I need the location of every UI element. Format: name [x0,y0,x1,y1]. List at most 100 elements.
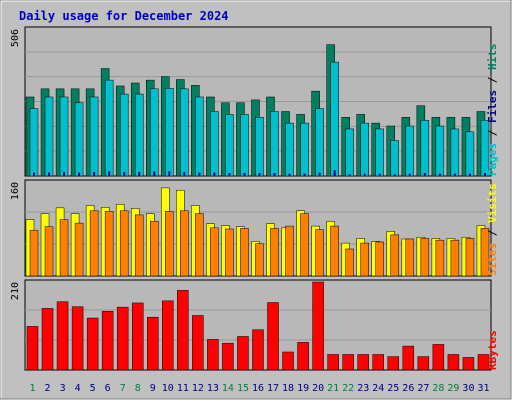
bar-files-day-25 [390,140,400,177]
bar-pages-day-16 [258,173,261,176]
bar-pages-day-22 [348,174,351,176]
bar-pages-day-19 [303,173,306,176]
bar-sites-day-1 [29,229,39,277]
day-label-21: 21 [327,383,339,394]
day-label-3: 3 [60,383,66,394]
bar-sites-day-2 [44,226,54,277]
bar-pages-day-31 [483,173,486,176]
bar-sites-day-21 [330,225,339,277]
day-label-22: 22 [342,383,354,394]
bar-pages-day-4 [78,172,81,176]
legend-hits: Hits [486,44,499,71]
bar-kbytes-day-1 [26,326,39,371]
bar-sites-day-17 [270,228,279,277]
day-label-26: 26 [402,383,414,394]
ymax-label: 160 [10,182,21,200]
bar-sites-day-22 [345,248,354,277]
bar-files-day-8 [134,93,144,177]
bar-pages-day-9 [153,171,156,176]
bar-files-day-9 [150,88,159,177]
bar-sites-day-18 [285,225,294,277]
bar-sites-day-15 [240,228,249,277]
bar-files-day-1 [29,108,39,177]
bar-kbytes-day-23 [357,354,369,371]
day-label-25: 25 [387,383,399,394]
bar-files-day-22 [345,128,354,177]
bar-kbytes-day-29 [447,354,460,371]
bar-pages-day-23 [363,173,366,176]
legend-separator: / [486,70,499,90]
bar-kbytes-day-9 [147,316,159,371]
bar-files-day-6 [104,79,114,177]
bar-kbytes-day-11 [177,290,189,371]
bar-sites-day-10 [165,211,174,277]
bar-sites-day-30 [465,238,475,277]
day-label-6: 6 [105,383,111,394]
bar-sites-day-14 [225,228,234,277]
bar-sites-day-4 [74,222,84,277]
legend-visits: Visits [486,183,499,223]
day-label-1: 1 [30,383,36,394]
day-label-29: 29 [447,383,459,394]
bar-kbytes-day-5 [86,317,99,371]
panel-1: 506 Pages / Files / Hits [10,26,499,177]
day-label-16: 16 [252,383,264,394]
bar-kbytes-day-13 [207,339,219,371]
legend-separator: / [486,123,499,143]
bar-files-day-30 [465,131,475,177]
bar-pages-day-25 [393,174,396,176]
chart-title: Daily usage for December 2024 [19,9,229,23]
day-label-4: 4 [75,383,81,394]
bar-files-day-10 [165,88,174,177]
bar-kbytes-day-27 [417,356,430,371]
bar-kbytes-day-16 [252,329,264,371]
bar-pages-day-20 [318,172,321,176]
ymax-label: 506 [10,29,21,47]
bar-pages-day-2 [48,172,51,176]
bar-pages-day-30 [468,173,471,176]
bar-files-day-16 [255,117,264,177]
day-label-12: 12 [192,383,204,394]
bar-pages-day-15 [243,173,246,176]
bar-pages-day-8 [138,171,141,176]
bar-sites-day-20 [315,229,324,277]
bar-files-day-28 [435,125,445,177]
bar-pages-day-1 [33,172,35,176]
panel-2: 160 Sites / Visits [10,179,499,277]
bar-files-day-4 [74,102,84,177]
bar-sites-day-23 [360,242,369,277]
day-label-30: 30 [462,383,474,394]
bar-sites-day-25 [390,234,400,277]
day-label-20: 20 [312,383,324,394]
bar-sites-day-9 [150,221,159,277]
bar-pages-day-14 [228,173,231,176]
bar-files-day-21 [330,61,339,177]
bar-sites-day-29 [450,239,460,277]
bar-files-day-12 [195,96,204,177]
bar-sites-day-27 [420,238,430,277]
bar-sites-day-6 [104,211,114,277]
bar-pages-day-12 [198,172,201,176]
bar-kbytes-day-7 [116,306,129,371]
bar-files-day-19 [300,122,309,177]
bar-kbytes-day-14 [222,342,234,371]
bar-pages-day-7 [123,171,126,176]
bar-pages-day-10 [168,171,171,176]
bar-pages-day-27 [423,173,426,176]
bar-kbytes-day-6 [101,311,114,371]
bar-files-day-23 [360,122,369,177]
bar-pages-day-6 [108,171,111,176]
bar-pages-day-26 [408,173,411,176]
day-label-27: 27 [417,383,429,394]
bar-kbytes-day-19 [297,342,309,371]
legend: Pages / Files / Hits [486,44,499,177]
day-label-2: 2 [45,383,51,394]
legend-files: Files [486,90,499,123]
panels: 506 Pages / Files / Hits 160 Sites / Visits… [10,26,499,371]
bar-sites-day-24 [375,241,384,277]
bar-kbytes-day-24 [372,354,384,371]
bar-pages-day-13 [213,172,216,176]
bar-kbytes-day-15 [237,336,249,371]
